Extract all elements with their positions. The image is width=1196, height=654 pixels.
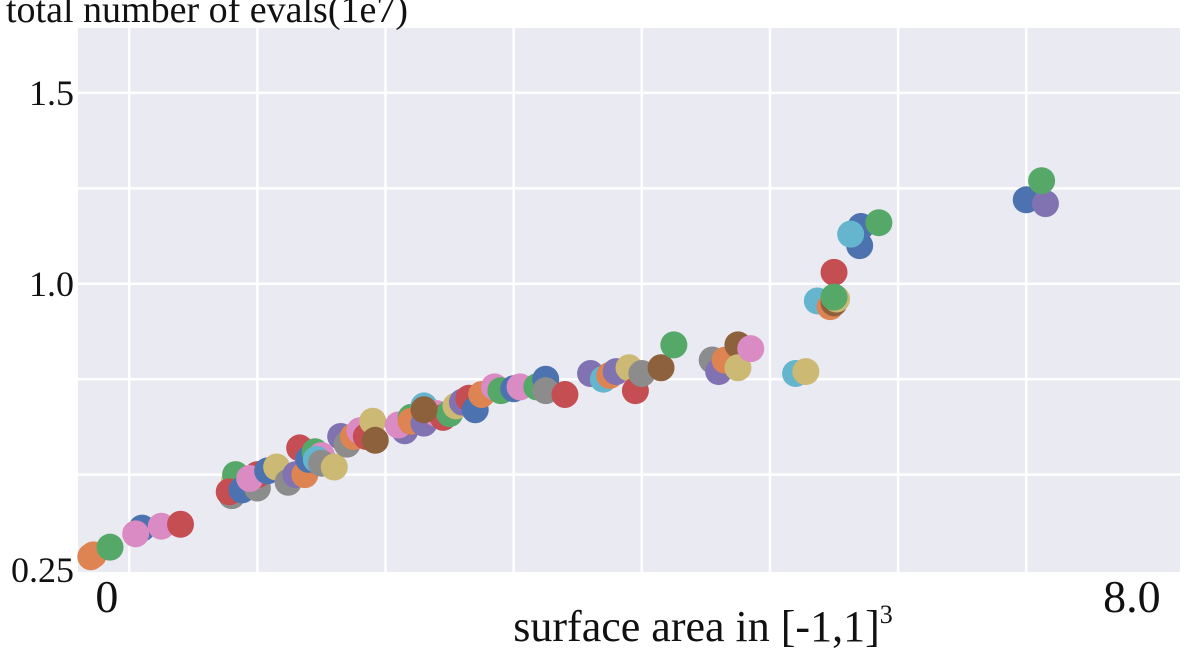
x-axis-label-superscript: 3 <box>880 600 893 629</box>
y-tick-label: 0.25 <box>11 550 74 590</box>
y-tick-label: 1.5 <box>29 73 74 113</box>
data-point <box>724 354 752 382</box>
data-point <box>647 354 675 382</box>
data-point <box>551 380 579 408</box>
data-point <box>122 520 150 548</box>
data-point <box>96 533 124 561</box>
data-point <box>410 396 438 424</box>
data-point <box>792 358 820 386</box>
data-point <box>820 258 848 286</box>
x-tick-label: 8.0 <box>1103 571 1161 622</box>
data-point <box>167 510 195 538</box>
x-tick-labels: 0 8.0 <box>95 571 1160 622</box>
data-point <box>1031 190 1059 218</box>
x-axis-label-text: surface area in [-1,1] <box>513 602 879 651</box>
data-point <box>820 283 848 311</box>
chart-title: total number of evals(1e7) <box>6 0 408 31</box>
y-tick-label: 1.0 <box>29 264 74 304</box>
x-tick-label: 0 <box>95 571 118 622</box>
data-point <box>737 335 765 363</box>
data-point <box>865 209 893 237</box>
data-point <box>837 220 865 248</box>
data-points <box>77 167 1059 571</box>
data-point <box>320 453 348 481</box>
data-point <box>361 426 389 454</box>
y-tick-labels: 0.25 1.0 1.5 <box>11 73 74 590</box>
data-point <box>660 331 688 359</box>
x-axis-label: surface area in [-1,1]3 <box>513 600 892 651</box>
data-point <box>1028 167 1056 195</box>
